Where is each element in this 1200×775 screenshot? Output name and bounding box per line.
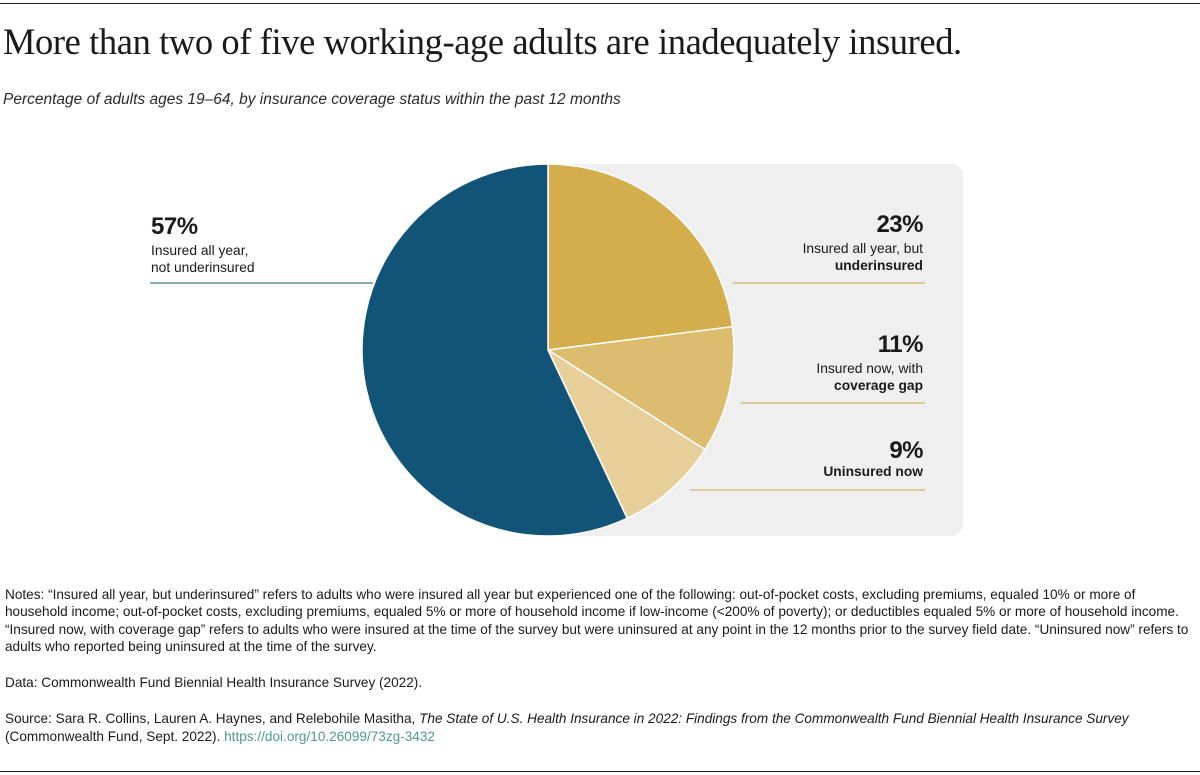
data-label-line1-coverage-gap: Insured now, with — [816, 361, 923, 376]
data-label-pct-coverage-gap: 11% — [878, 331, 923, 358]
bottom-rule — [0, 771, 1200, 772]
data-label-pct-underinsured: 23% — [876, 211, 923, 238]
pie-slice-insured-all-year — [361, 163, 629, 537]
chart-subtitle: Percentage of adults ages 19–64, by insu… — [3, 91, 621, 108]
pie-slice-underinsured — [547, 163, 734, 351]
data-label-pct-uninsured: 9% — [889, 437, 923, 464]
source-suffix: (Commonwealth Fund, Sept. 2022). — [5, 728, 225, 744]
slice-labels: 23% Insured all year, but underinsured 11% I… — [150, 211, 925, 491]
pie-slices — [361, 163, 735, 537]
source-credit: Source: Sara R. Collins, Lauren A. Hayne… — [5, 710, 1193, 745]
top-rule — [0, 3, 1200, 4]
data-label-line1-underinsured: Insured all year, but — [803, 241, 924, 256]
notes-section: Notes: “Insured all year, but underinsur… — [5, 586, 1193, 764]
data-label-pct-insured-all-year: 57% — [151, 213, 198, 240]
data-label-line2-underinsured: underinsured — [835, 258, 923, 273]
notes-text: Notes: “Insured all year, but underinsur… — [5, 587, 1189, 654]
pie-slice-coverage-gap — [545, 325, 735, 451]
pie-chart: 23% Insured all year, but underinsured 11% I… — [150, 163, 963, 537]
chart-title: More than two of five working-age adults… — [3, 21, 962, 62]
data-label-line1-insured-all-year: Insured all year, — [151, 243, 248, 258]
source-title: The State of U.S. Health Insurance in 20… — [419, 711, 1129, 727]
data-credit: Data: Commonwealth Fund Biennial Health … — [5, 675, 423, 691]
data-label-line2-insured-all-year: not underinsured — [151, 260, 255, 275]
source-doi-link[interactable]: https://doi.org/10.26099/73zg-3432 — [224, 728, 435, 744]
source-prefix: Source: Sara R. Collins, Lauren A. Hayne… — [5, 711, 420, 727]
data-label-line2-uninsured: Uninsured now — [823, 464, 923, 479]
data-label-line2-coverage-gap: coverage gap — [834, 378, 923, 393]
pie-slice-uninsured — [546, 347, 707, 520]
